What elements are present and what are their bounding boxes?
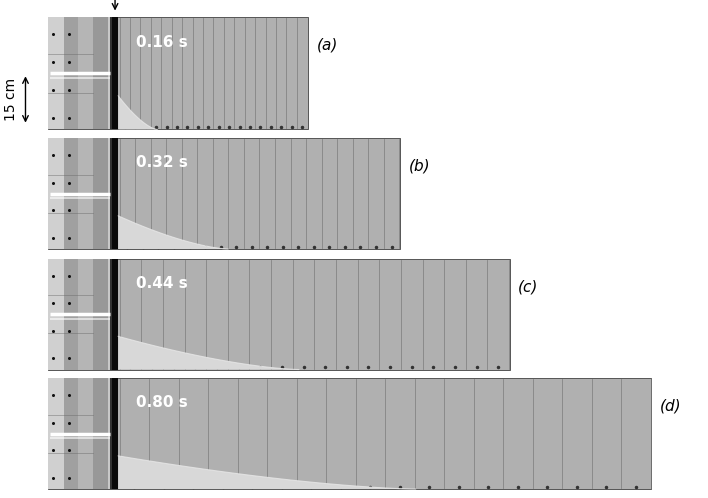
Bar — [110, 378, 112, 489]
Bar — [108, 259, 112, 370]
Bar — [64, 259, 78, 370]
Polygon shape — [118, 456, 416, 489]
Bar — [110, 138, 112, 249]
Bar — [48, 138, 64, 249]
Text: 0.16 s: 0.16 s — [136, 34, 188, 50]
Text: (c): (c) — [518, 279, 539, 294]
Polygon shape — [118, 216, 228, 249]
Polygon shape — [118, 336, 299, 370]
Bar — [78, 17, 93, 129]
Bar — [64, 378, 78, 489]
Bar — [93, 138, 108, 249]
Bar — [48, 259, 510, 370]
Bar — [78, 259, 93, 370]
Bar — [110, 259, 112, 370]
Text: (a): (a) — [316, 38, 338, 53]
Bar — [48, 17, 308, 129]
Bar — [48, 17, 64, 129]
Bar — [112, 17, 118, 129]
Bar — [78, 378, 93, 489]
Bar — [112, 138, 118, 249]
Bar — [93, 378, 108, 489]
Bar — [48, 378, 651, 489]
Text: 0.80 s: 0.80 s — [136, 395, 188, 410]
Text: (d): (d) — [660, 398, 682, 414]
Bar — [48, 378, 64, 489]
Bar — [48, 138, 400, 249]
Bar — [93, 259, 108, 370]
Text: 0.44 s: 0.44 s — [136, 276, 188, 291]
Text: 15 cm: 15 cm — [4, 78, 18, 121]
Bar — [108, 138, 112, 249]
Polygon shape — [118, 96, 157, 129]
Bar — [108, 378, 112, 489]
Bar — [108, 17, 112, 129]
Bar — [64, 138, 78, 249]
Bar — [112, 378, 118, 489]
Bar — [93, 17, 108, 129]
Text: (b): (b) — [409, 158, 430, 174]
Text: 0.32 s: 0.32 s — [136, 155, 188, 170]
Bar — [48, 259, 64, 370]
Bar — [78, 138, 93, 249]
Bar — [64, 17, 78, 129]
Bar — [112, 259, 118, 370]
Bar — [110, 17, 112, 129]
